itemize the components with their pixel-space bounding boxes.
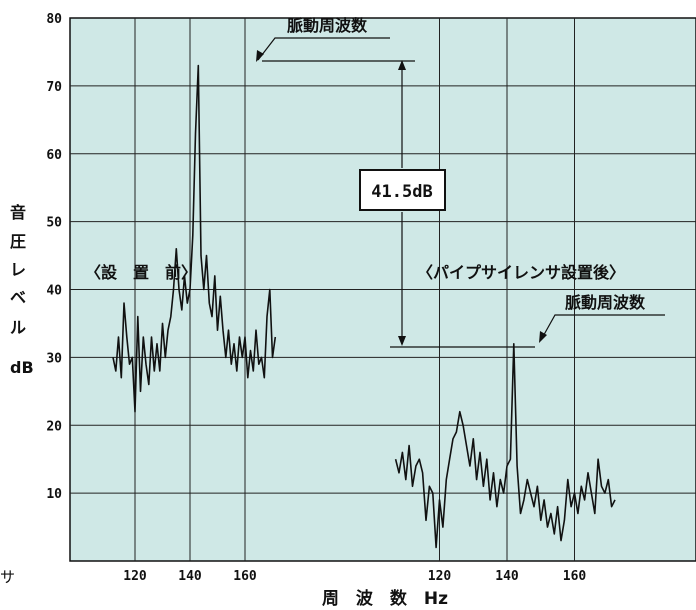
page-fragment: サ	[0, 566, 16, 590]
x-tick-label: 120	[428, 569, 452, 584]
peak-label-1: 脈動周波数	[287, 16, 368, 35]
x-tick-label: 140	[178, 569, 202, 584]
y-tick-label: 30	[46, 351, 62, 366]
page-fragment-text: サ	[0, 566, 16, 587]
x-tick-label: 160	[233, 569, 257, 584]
y-axis-label-char: ベ	[10, 290, 26, 306]
y-tick-label: 10	[46, 487, 62, 502]
y-tick-label: 60	[46, 148, 62, 163]
difference-value: 41.5dB	[371, 182, 432, 202]
x-tick-label: 120	[123, 569, 147, 584]
series-label-after: 〈パイプサイレンサ設置後〉	[417, 263, 625, 282]
x-tick-label: 160	[563, 569, 587, 584]
y-tick-label: 80	[46, 12, 62, 27]
y-axis-label-char: 圧	[10, 234, 26, 250]
y-tick-label: 20	[46, 419, 62, 434]
x-tick-label: 140	[495, 569, 519, 584]
y-axis-label-char: dB	[10, 360, 34, 376]
x-axis-label: 周 波 数 Hz	[322, 588, 448, 609]
y-axis-label-char: レ	[10, 262, 26, 278]
y-tick-label: 70	[46, 80, 62, 95]
y-tick-label: 40	[46, 284, 62, 299]
y-axis-label-char: ル	[10, 320, 26, 336]
series-label-before: 〈設 置 前〉	[85, 263, 197, 282]
y-tick-labels: 80 70 60 50 40 30 20 10	[46, 12, 62, 502]
y-tick-label: 50	[46, 216, 62, 231]
y-axis-label-char: 音	[10, 205, 26, 221]
peak-label-2: 脈動周波数	[565, 293, 646, 312]
x-tick-labels: 120 140 160 120 140 160	[123, 569, 586, 584]
